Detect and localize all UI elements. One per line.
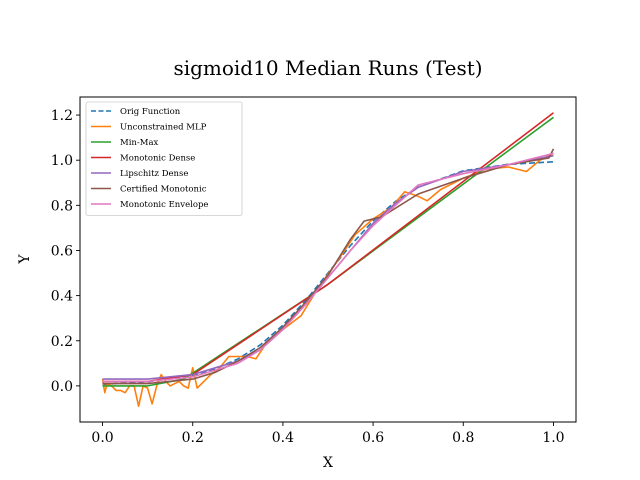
plot-area xyxy=(101,112,555,408)
x-tick-label: 0.0 xyxy=(91,430,113,446)
y-tick-label: 1.2 xyxy=(51,108,73,124)
legend-label: Unconstrained MLP xyxy=(120,123,207,133)
legend-label: Monotonic Dense xyxy=(120,154,195,164)
y-tick-label: 0.6 xyxy=(51,243,73,259)
legend-label: Min-Max xyxy=(120,138,159,148)
x-tick-label: 0.6 xyxy=(362,430,384,446)
series-line-6 xyxy=(102,152,554,383)
legend-label: Orig Function xyxy=(120,107,181,117)
legend-box xyxy=(85,101,243,216)
legend-label: Lipschitz Dense xyxy=(120,169,188,179)
y-tick-label: 0.8 xyxy=(51,198,73,214)
y-axis-label: Y xyxy=(17,254,33,265)
x-axis-ticks: 0.0 0.2 0.4 0.6 0.8 1.0 xyxy=(91,422,565,446)
axes-frame xyxy=(79,96,577,423)
series-line-5 xyxy=(102,148,555,385)
legend: Orig Function Unconstrained MLP Min-Max Mon… xyxy=(85,101,243,216)
x-tick-label: 1.0 xyxy=(542,430,564,446)
y-tick-label: 0.2 xyxy=(51,334,73,350)
chart-title: sigmoid10 Median Runs (Test) xyxy=(173,56,482,80)
legend-label: Certified Monotonic xyxy=(120,185,207,195)
y-axis-ticks: 0.0 0.2 0.4 0.6 0.8 1.0 1.2 xyxy=(51,108,80,395)
x-axis-label: X xyxy=(323,455,333,471)
y-tick-label: 1.0 xyxy=(51,153,73,169)
series-line-2 xyxy=(102,116,554,387)
y-tick-label: 0.4 xyxy=(51,289,73,305)
x-tick-label: 0.2 xyxy=(182,430,204,446)
x-tick-label: 0.8 xyxy=(452,430,474,446)
y-tick-label: 0.0 xyxy=(51,379,73,395)
legend-label: Monotonic Envelope xyxy=(120,200,208,210)
x-tick-label: 0.4 xyxy=(272,430,294,446)
